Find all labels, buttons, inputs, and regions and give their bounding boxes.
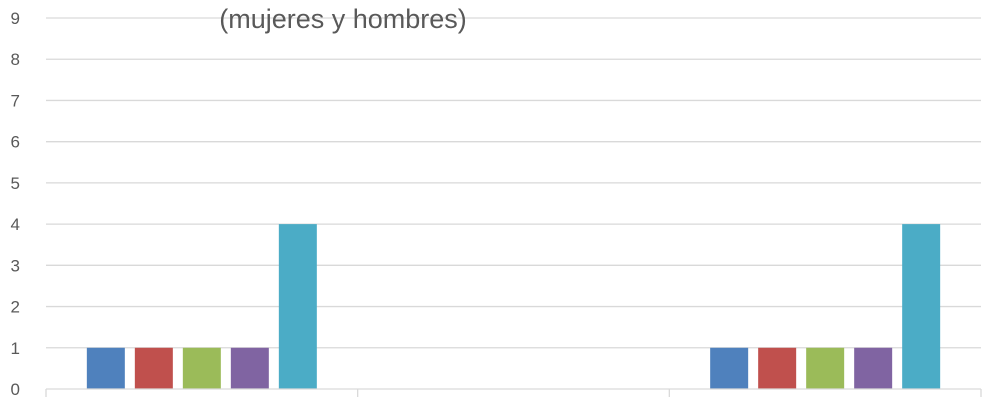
y-tick-label: 1 xyxy=(11,339,20,358)
bar-series-4-category-1 xyxy=(230,347,269,389)
y-tick-label: 0 xyxy=(11,380,20,397)
bar-series-2-category-1 xyxy=(134,347,173,389)
bar-series-2-category-3 xyxy=(758,347,797,389)
y-tick-label: 6 xyxy=(11,133,20,152)
y-tick-label: 5 xyxy=(11,174,20,193)
y-tick-label: 8 xyxy=(11,50,20,69)
y-tick-label: 3 xyxy=(11,256,20,275)
category-separators xyxy=(45,389,982,397)
y-tick-label: 7 xyxy=(11,91,20,110)
y-tick-label: 9 xyxy=(11,9,20,28)
bar-series-1-category-1 xyxy=(86,347,125,389)
gridlines xyxy=(46,17,981,349)
bar-series xyxy=(86,224,941,389)
bar-series-5-category-1 xyxy=(278,224,317,389)
chart-subtitle: (mujeres y hombres) xyxy=(219,4,467,34)
bar-series-3-category-3 xyxy=(806,347,845,389)
y-axis-tick-labels: 0 1 2 3 4 5 6 7 8 9 xyxy=(11,9,20,397)
bar-series-5-category-3 xyxy=(902,224,941,389)
y-tick-label: 4 xyxy=(11,215,20,234)
y-tick-label: 2 xyxy=(11,298,20,317)
bar-series-4-category-3 xyxy=(854,347,893,389)
bar-series-1-category-3 xyxy=(710,347,749,389)
bar-series-3-category-1 xyxy=(182,347,221,389)
